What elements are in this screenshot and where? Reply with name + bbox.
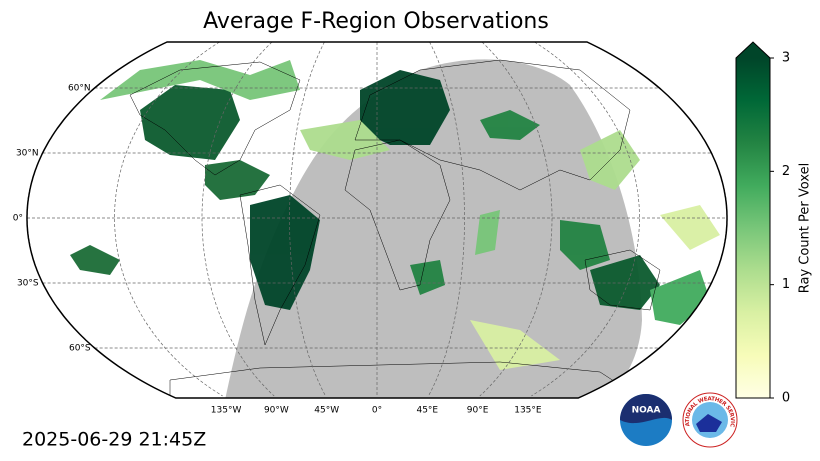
- longitude-label: 135°E: [514, 406, 542, 416]
- longitude-label: 45°W: [314, 406, 339, 416]
- longitude-line: [201, 42, 275, 397]
- observation-patches: [70, 60, 720, 370]
- latitude-label: 30°N: [16, 149, 39, 159]
- longitude-line: [479, 42, 553, 397]
- latitude-label: 30°S: [17, 279, 39, 289]
- longitude-label: 90°E: [467, 406, 489, 416]
- timestamp: 2025-06-29 21:45Z: [22, 429, 206, 451]
- latitude-label: 60°S: [69, 344, 91, 354]
- longitude-line: [531, 42, 640, 397]
- colorbar-frame: [735, 41, 771, 399]
- latitude-label: 0°: [13, 214, 23, 224]
- longitude-line: [114, 42, 223, 397]
- colorbar-tick-label: 2: [782, 164, 790, 179]
- colorbar-scale: [736, 58, 770, 398]
- longitude-line: [428, 42, 465, 397]
- latitude-label: 60°N: [68, 84, 91, 94]
- colorbar-label: Ray Count Per Voxel: [798, 163, 813, 293]
- noaa-logo: NOAA: [620, 394, 672, 446]
- colorbar-tick-label: 0: [782, 391, 790, 406]
- colorbar: 0 1 2 3 Ray Count Per Voxel: [735, 41, 813, 406]
- longitude-label: 135°W: [211, 406, 242, 416]
- title: Average F-Region Observations: [203, 9, 549, 34]
- coastlines: [129, 59, 661, 398]
- longitude-label: 45°E: [416, 406, 438, 416]
- noaa-text: NOAA: [632, 406, 661, 416]
- longitude-label: 0°: [372, 406, 382, 416]
- colorbar-extension: [736, 42, 770, 58]
- colorbar-tick-label: 3: [782, 51, 790, 66]
- colorbar-tick-label: 1: [782, 277, 790, 292]
- longitude-label: 90°W: [264, 406, 289, 416]
- longitude-line: [289, 42, 326, 397]
- map-outline: [26, 41, 728, 399]
